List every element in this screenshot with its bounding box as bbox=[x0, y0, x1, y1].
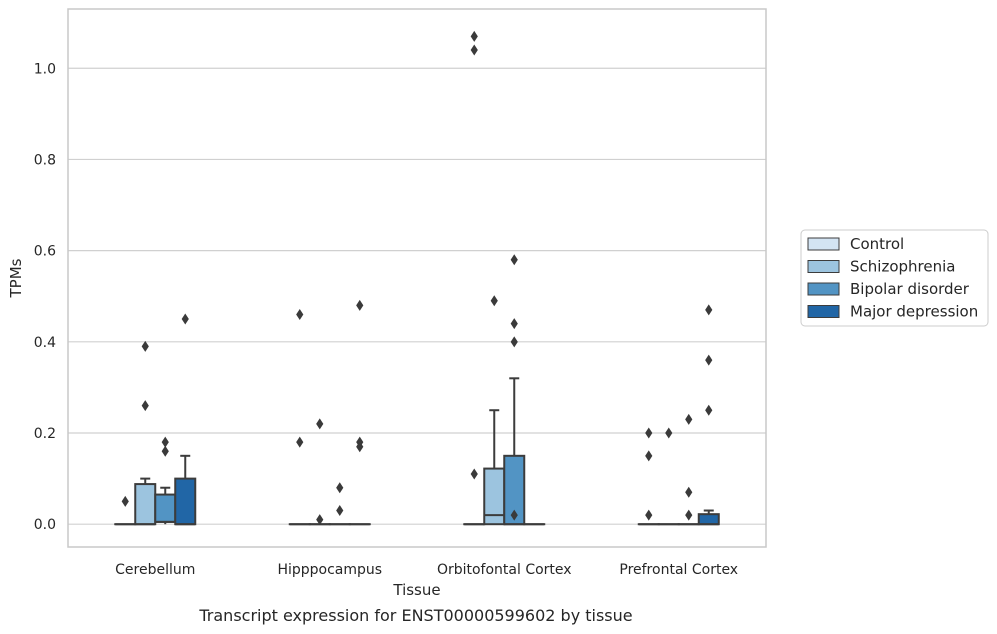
outlier-point bbox=[296, 436, 304, 448]
box-body bbox=[697, 513, 720, 526]
legend-swatch bbox=[807, 260, 840, 273]
outlier-point bbox=[470, 30, 478, 42]
box-1-1 bbox=[114, 495, 137, 526]
outlier-point bbox=[490, 295, 498, 307]
box-4-2 bbox=[348, 299, 371, 526]
outlier-point bbox=[296, 308, 304, 320]
box-4-4 bbox=[697, 304, 720, 526]
outlier-point bbox=[336, 482, 344, 494]
outlier-point bbox=[121, 495, 129, 507]
x-tick-label: Orbitofontal Cortex bbox=[437, 562, 572, 578]
x-tick-label: Prefrontal Cortex bbox=[619, 562, 738, 578]
outlier-point bbox=[665, 427, 673, 439]
outlier-point bbox=[356, 441, 364, 453]
outlier-point bbox=[510, 254, 518, 266]
box-body bbox=[174, 477, 197, 526]
y-tick-label: 0.6 bbox=[34, 244, 56, 260]
x-tick-label: Cerebellum bbox=[115, 562, 195, 578]
box-body bbox=[154, 493, 177, 523]
box-1-2 bbox=[288, 308, 311, 526]
outlier-point bbox=[645, 450, 653, 462]
legend-label: Control bbox=[850, 235, 904, 253]
y-tick-label: 0.8 bbox=[34, 152, 56, 168]
outlier-point bbox=[510, 318, 518, 330]
box-3-3 bbox=[503, 254, 526, 526]
outlier-point bbox=[705, 304, 713, 316]
outlier-point bbox=[181, 313, 189, 325]
outlier-point bbox=[141, 340, 149, 352]
box-4-1 bbox=[174, 313, 197, 526]
y-axis-label: TPMs bbox=[7, 258, 25, 298]
x-axis-label: Tissue bbox=[392, 581, 440, 599]
plot-frame bbox=[67, 8, 767, 548]
y-tick-label: 0.4 bbox=[34, 335, 56, 351]
legend-frame bbox=[800, 229, 989, 327]
box-body bbox=[134, 483, 157, 526]
outlier-point bbox=[161, 436, 169, 448]
legend-label: Major depression bbox=[850, 303, 978, 321]
box-3-4 bbox=[677, 413, 700, 526]
box-2-2 bbox=[308, 418, 331, 526]
y-tick-label: 0.2 bbox=[34, 426, 56, 442]
outlier-point bbox=[356, 299, 364, 311]
outlier-point bbox=[645, 509, 653, 521]
outlier-point bbox=[336, 505, 344, 517]
x-tick-label: Hipppocampus bbox=[277, 562, 382, 578]
outlier-point bbox=[161, 445, 169, 457]
outlier-point bbox=[645, 427, 653, 439]
y-tick-label: 1.0 bbox=[34, 61, 56, 77]
box-1-3 bbox=[463, 30, 486, 526]
outlier-point bbox=[705, 404, 713, 416]
box-3-1 bbox=[154, 436, 177, 525]
outlier-point bbox=[470, 468, 478, 480]
outlier-point bbox=[316, 418, 324, 430]
box-2-4 bbox=[657, 427, 680, 526]
outlier-point bbox=[470, 44, 478, 56]
outlier-point bbox=[510, 336, 518, 348]
chart-caption: Transcript expression for ENST0000059960… bbox=[199, 606, 633, 625]
outlier-point bbox=[705, 354, 713, 366]
legend-label: Bipolar disorder bbox=[850, 280, 970, 298]
outlier-point bbox=[685, 413, 693, 425]
y-tick-label: 0.0 bbox=[34, 517, 56, 533]
box-2-3 bbox=[483, 295, 506, 526]
legend-swatch bbox=[807, 305, 840, 318]
outlier-point bbox=[685, 509, 693, 521]
legend-swatch bbox=[807, 237, 840, 251]
legend-swatch bbox=[807, 282, 840, 296]
outlier-point bbox=[510, 509, 518, 521]
box-1-4 bbox=[637, 427, 660, 526]
legend-label: Schizophrenia bbox=[850, 258, 955, 276]
outlier-point bbox=[316, 514, 324, 526]
outlier-point bbox=[141, 400, 149, 412]
box-3-2 bbox=[328, 482, 351, 526]
outlier-point bbox=[685, 486, 693, 498]
